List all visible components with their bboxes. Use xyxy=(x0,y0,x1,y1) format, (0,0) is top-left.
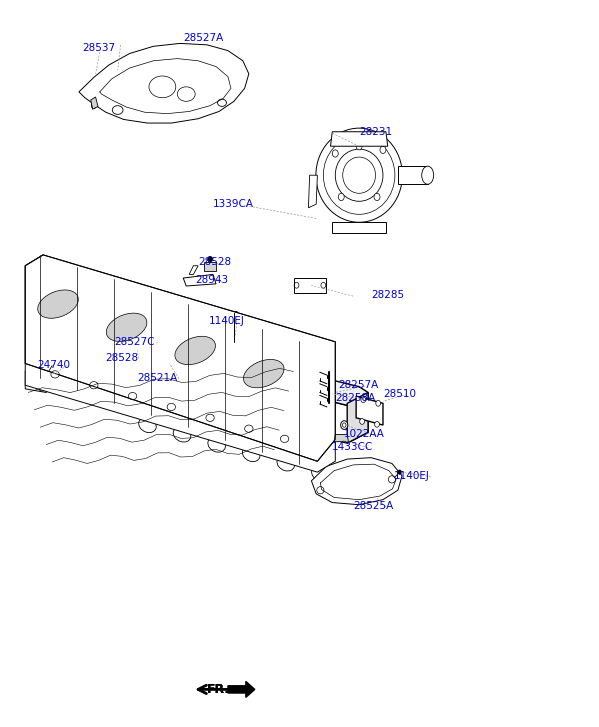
Ellipse shape xyxy=(50,364,54,368)
Polygon shape xyxy=(129,324,185,358)
FancyArrow shape xyxy=(228,681,255,697)
Ellipse shape xyxy=(139,417,156,433)
Ellipse shape xyxy=(316,128,403,222)
Polygon shape xyxy=(175,337,216,364)
Text: 1339CA: 1339CA xyxy=(213,199,254,209)
Text: FR.: FR. xyxy=(207,683,230,696)
Ellipse shape xyxy=(90,382,98,389)
Text: 1433CC: 1433CC xyxy=(332,442,374,451)
Polygon shape xyxy=(230,311,238,314)
Ellipse shape xyxy=(303,438,320,451)
Ellipse shape xyxy=(196,405,219,426)
Ellipse shape xyxy=(128,393,137,400)
Polygon shape xyxy=(111,329,368,411)
Polygon shape xyxy=(25,353,335,472)
Polygon shape xyxy=(79,44,249,123)
Ellipse shape xyxy=(173,427,191,442)
Ellipse shape xyxy=(335,149,383,201)
Ellipse shape xyxy=(374,193,380,201)
Text: 28231: 28231 xyxy=(359,126,392,137)
Ellipse shape xyxy=(269,427,285,441)
Text: 1140EJ: 1140EJ xyxy=(209,316,245,326)
Ellipse shape xyxy=(127,385,150,406)
Text: 28528: 28528 xyxy=(106,353,139,363)
Text: 28527A: 28527A xyxy=(183,33,223,43)
Ellipse shape xyxy=(332,150,338,157)
Ellipse shape xyxy=(199,409,216,422)
Text: 1140EJ: 1140EJ xyxy=(394,471,429,481)
Polygon shape xyxy=(311,458,402,505)
Ellipse shape xyxy=(131,389,147,403)
Text: FR.: FR. xyxy=(207,683,230,696)
Polygon shape xyxy=(331,132,388,146)
Ellipse shape xyxy=(51,371,59,378)
Ellipse shape xyxy=(361,397,365,403)
Polygon shape xyxy=(332,222,386,233)
Polygon shape xyxy=(106,313,147,342)
Ellipse shape xyxy=(231,414,254,435)
Ellipse shape xyxy=(165,398,181,412)
Ellipse shape xyxy=(129,342,135,348)
Text: 28943: 28943 xyxy=(195,276,228,285)
Polygon shape xyxy=(103,349,368,443)
Polygon shape xyxy=(38,290,78,318)
Text: 28528: 28528 xyxy=(198,257,231,267)
Polygon shape xyxy=(308,175,317,208)
Ellipse shape xyxy=(92,103,96,108)
Polygon shape xyxy=(356,396,383,425)
Polygon shape xyxy=(91,97,98,109)
Ellipse shape xyxy=(161,395,185,416)
Ellipse shape xyxy=(374,422,379,427)
Ellipse shape xyxy=(343,423,346,427)
Ellipse shape xyxy=(280,435,289,443)
Text: 28525A: 28525A xyxy=(353,501,394,511)
Text: 28285: 28285 xyxy=(371,289,404,300)
Ellipse shape xyxy=(217,99,226,106)
Polygon shape xyxy=(204,262,216,270)
Ellipse shape xyxy=(265,424,289,445)
Ellipse shape xyxy=(243,446,260,462)
Polygon shape xyxy=(103,349,120,382)
Ellipse shape xyxy=(244,425,253,433)
Ellipse shape xyxy=(376,401,380,406)
Ellipse shape xyxy=(398,470,401,474)
Ellipse shape xyxy=(177,340,183,346)
Text: 28257A: 28257A xyxy=(338,380,379,390)
Ellipse shape xyxy=(277,456,295,471)
Polygon shape xyxy=(347,393,368,443)
Text: 24740: 24740 xyxy=(37,360,70,370)
Text: 1022AA: 1022AA xyxy=(344,430,385,440)
Ellipse shape xyxy=(167,403,176,411)
Ellipse shape xyxy=(234,418,250,432)
Ellipse shape xyxy=(341,421,348,430)
Polygon shape xyxy=(243,359,284,387)
Ellipse shape xyxy=(208,437,225,452)
Ellipse shape xyxy=(422,166,434,184)
Ellipse shape xyxy=(208,257,213,262)
Ellipse shape xyxy=(356,142,362,150)
Ellipse shape xyxy=(380,146,386,153)
Polygon shape xyxy=(183,274,216,286)
Polygon shape xyxy=(398,166,428,184)
Text: 28258A: 28258A xyxy=(335,393,376,403)
Ellipse shape xyxy=(338,193,344,201)
Polygon shape xyxy=(334,435,349,442)
Text: 28510: 28510 xyxy=(383,389,416,399)
Ellipse shape xyxy=(300,434,323,455)
Polygon shape xyxy=(25,255,43,364)
Polygon shape xyxy=(189,266,198,274)
Text: 28521A: 28521A xyxy=(137,373,177,383)
Ellipse shape xyxy=(112,105,123,114)
Ellipse shape xyxy=(206,414,214,422)
Polygon shape xyxy=(294,278,326,292)
Polygon shape xyxy=(25,255,335,461)
Ellipse shape xyxy=(360,419,364,425)
Text: 28527C: 28527C xyxy=(114,337,155,347)
Polygon shape xyxy=(326,371,332,374)
Ellipse shape xyxy=(311,466,329,481)
Text: 28537: 28537 xyxy=(82,44,115,54)
Polygon shape xyxy=(25,367,49,393)
